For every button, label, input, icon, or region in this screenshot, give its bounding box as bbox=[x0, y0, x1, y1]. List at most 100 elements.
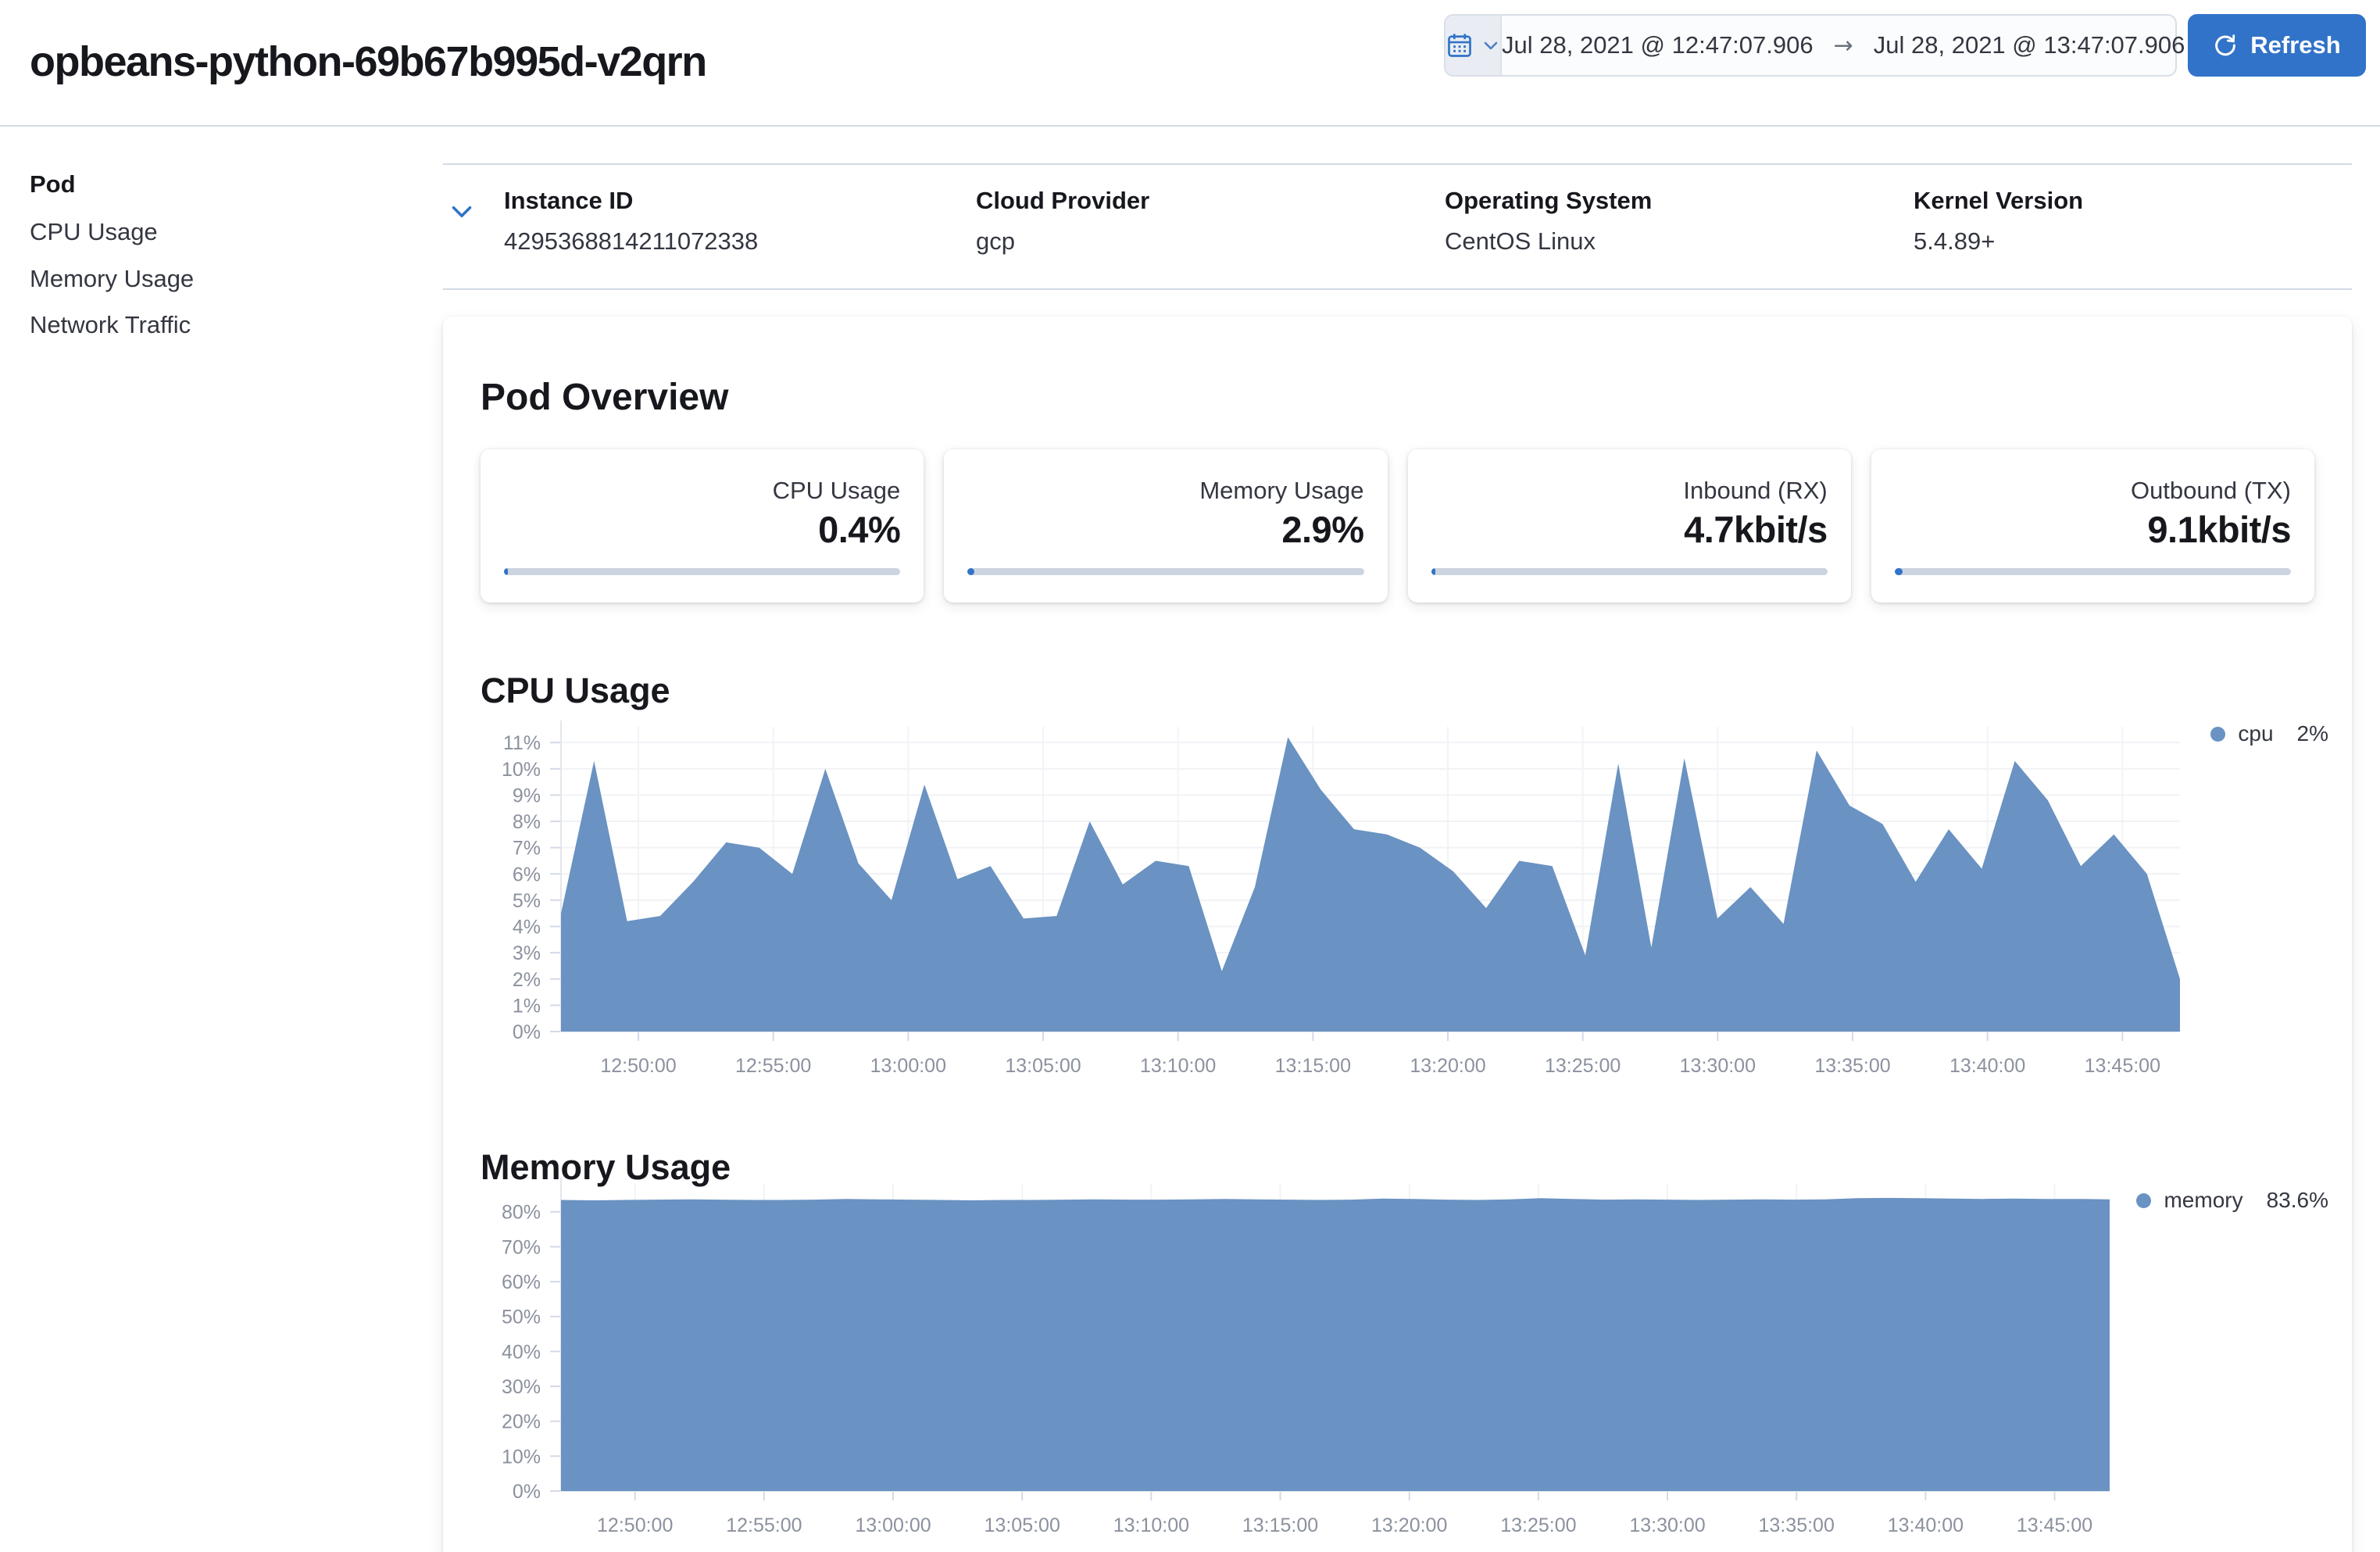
svg-text:12:55:00: 12:55:00 bbox=[735, 1055, 811, 1077]
svg-text:13:25:00: 13:25:00 bbox=[1500, 1514, 1576, 1536]
metadata-label: Operating System bbox=[1445, 187, 1653, 214]
legend-series-name: cpu bbox=[2238, 721, 2274, 746]
start-date[interactable]: Jul 28, 2021 @ 12:47:07.906 bbox=[1502, 31, 1814, 59]
refresh-button[interactable]: Refresh bbox=[2188, 14, 2366, 77]
svg-text:13:20:00: 13:20:00 bbox=[1410, 1055, 1485, 1077]
svg-text:3%: 3% bbox=[513, 942, 541, 964]
svg-text:12:55:00: 12:55:00 bbox=[726, 1514, 802, 1536]
metric-progress-fill bbox=[967, 568, 975, 575]
date-picker-quick-menu[interactable] bbox=[1446, 16, 1502, 75]
metric-card-value: 4.7kbit/s bbox=[1684, 509, 1828, 550]
svg-text:40%: 40% bbox=[502, 1341, 541, 1363]
chevron-down-icon bbox=[1484, 41, 1498, 50]
svg-text:13:40:00: 13:40:00 bbox=[1949, 1055, 2025, 1077]
svg-text:13:25:00: 13:25:00 bbox=[1545, 1055, 1621, 1077]
arrow-right-icon: → bbox=[1833, 31, 1853, 59]
metric-progress-track bbox=[1431, 568, 1828, 575]
legend-dot-icon bbox=[2210, 726, 2226, 742]
calendar-icon bbox=[1448, 34, 1471, 57]
svg-text:0%: 0% bbox=[513, 1021, 541, 1043]
metadata-label: Kernel Version bbox=[1914, 187, 2084, 214]
metric-card-value: 2.9% bbox=[1281, 509, 1364, 550]
svg-text:8%: 8% bbox=[513, 811, 541, 833]
refresh-icon bbox=[2215, 34, 2236, 56]
svg-text:13:45:00: 13:45:00 bbox=[2017, 1514, 2092, 1536]
svg-text:13:30:00: 13:30:00 bbox=[1629, 1514, 1705, 1536]
cpu-usage-chart: 0% 1% 2% 3% 4% 5% 6% 7% 8% 9% 10% 11% 12:50:00 12:55:… bbox=[502, 721, 2180, 1077]
svg-text:12:50:00: 12:50:00 bbox=[600, 1055, 676, 1077]
sidebar-nav: Pod CPU Usage Memory Usage Network Traff… bbox=[30, 170, 397, 359]
metadata-value: 4295368814211072338 bbox=[504, 227, 759, 255]
memory-chart-legend[interactable]: memory 83.6% bbox=[2136, 1188, 2328, 1213]
date-range-display[interactable]: Jul 28, 2021 @ 12:47:07.906 → Jul 28, 20… bbox=[1502, 16, 2185, 75]
svg-text:13:15:00: 13:15:00 bbox=[1242, 1514, 1318, 1536]
end-date[interactable]: Jul 28, 2021 @ 13:47:07.906 bbox=[1873, 31, 2185, 59]
metric-progress-fill bbox=[1894, 568, 1903, 575]
svg-text:13:10:00: 13:10:00 bbox=[1113, 1514, 1189, 1536]
metric-card-label: Outbound (TX) bbox=[2130, 477, 2291, 504]
metric-card-value: 9.1kbit/s bbox=[2147, 509, 2291, 550]
legend-series-value: 83.6% bbox=[2266, 1188, 2328, 1212]
legend-series-name: memory bbox=[2164, 1188, 2243, 1212]
metric-card-memory-usage: Memory Usage 2.9% bbox=[944, 449, 1388, 603]
svg-text:13:05:00: 13:05:00 bbox=[1005, 1055, 1081, 1077]
svg-text:12:50:00: 12:50:00 bbox=[597, 1514, 673, 1536]
metadata-value: gcp bbox=[976, 227, 1015, 255]
svg-text:7%: 7% bbox=[513, 838, 541, 860]
metric-progress-track bbox=[967, 568, 1364, 575]
svg-text:4%: 4% bbox=[513, 917, 541, 939]
metric-card-label: CPU Usage bbox=[772, 477, 901, 504]
svg-text:13:45:00: 13:45:00 bbox=[2085, 1055, 2160, 1077]
svg-text:0%: 0% bbox=[513, 1481, 541, 1503]
svg-text:10%: 10% bbox=[502, 759, 541, 781]
svg-text:60%: 60% bbox=[502, 1271, 541, 1293]
svg-text:13:00:00: 13:00:00 bbox=[870, 1055, 946, 1077]
svg-text:50%: 50% bbox=[502, 1307, 541, 1328]
pod-overview-panel: Pod Overview CPU Usage 0.4% Memory Usage… bbox=[443, 316, 2352, 1552]
metric-card-label: Inbound (RX) bbox=[1683, 477, 1828, 504]
cpu-chart-legend[interactable]: cpu 2% bbox=[2210, 721, 2328, 746]
svg-text:30%: 30% bbox=[502, 1376, 541, 1398]
metadata-value: 5.4.89+ bbox=[1914, 227, 1996, 255]
header-divider bbox=[0, 125, 2380, 127]
svg-text:10%: 10% bbox=[502, 1446, 541, 1468]
sidebar-item-cpu-usage[interactable]: CPU Usage bbox=[30, 218, 158, 245]
svg-text:20%: 20% bbox=[502, 1411, 541, 1433]
svg-text:1%: 1% bbox=[513, 995, 541, 1017]
metric-card-inbound-rx: Inbound (RX) 4.7kbit/s bbox=[1407, 449, 1851, 603]
cpu-usage-section-title: CPU Usage bbox=[481, 671, 670, 710]
svg-text:13:15:00: 13:15:00 bbox=[1275, 1055, 1351, 1077]
metadata-value: CentOS Linux bbox=[1445, 227, 1596, 255]
memory-usage-section-title: Memory Usage bbox=[481, 1147, 731, 1187]
memory-usage-chart: 0% 10% 20% 30% 40% 50% 60% 70% 80% 12:50:00 12:55:… bbox=[502, 1178, 2110, 1536]
svg-text:2%: 2% bbox=[513, 969, 541, 991]
legend-series-value: 2% bbox=[2296, 721, 2328, 746]
panel-title: Pod Overview bbox=[481, 376, 729, 418]
metric-progress-fill bbox=[504, 568, 508, 575]
metadata-label: Cloud Provider bbox=[976, 187, 1150, 214]
svg-text:13:35:00: 13:35:00 bbox=[1814, 1055, 1890, 1077]
chevron-down-icon[interactable] bbox=[448, 198, 476, 226]
metric-progress-track bbox=[504, 568, 901, 575]
sidebar-heading-pod: Pod bbox=[30, 170, 76, 198]
metric-cards-row: CPU Usage 0.4% Memory Usage 2.9% Inbound… bbox=[481, 449, 2314, 603]
svg-text:13:35:00: 13:35:00 bbox=[1759, 1514, 1835, 1536]
metadata-summary: Instance ID 4295368814211072338 Cloud Pr… bbox=[443, 163, 2352, 290]
metric-card-label: Memory Usage bbox=[1199, 477, 1364, 504]
sidebar-item-memory-usage[interactable]: Memory Usage bbox=[30, 264, 195, 292]
refresh-label: Refresh bbox=[2250, 31, 2341, 59]
svg-text:70%: 70% bbox=[502, 1236, 541, 1258]
svg-text:9%: 9% bbox=[513, 785, 541, 806]
svg-text:13:00:00: 13:00:00 bbox=[855, 1514, 931, 1536]
metric-card-cpu-usage: CPU Usage 0.4% bbox=[481, 449, 924, 603]
metric-card-value: 0.4% bbox=[818, 509, 901, 550]
page-title: opbeans-python-69b67b995d-v2qrn bbox=[30, 38, 707, 86]
metric-card-outbound-tx: Outbound (TX) 9.1kbit/s bbox=[1871, 449, 2314, 603]
metric-progress-fill bbox=[1431, 568, 1436, 575]
sidebar-item-network-traffic[interactable]: Network Traffic bbox=[30, 311, 191, 339]
svg-text:6%: 6% bbox=[513, 864, 541, 885]
svg-text:11%: 11% bbox=[503, 732, 541, 754]
svg-text:13:40:00: 13:40:00 bbox=[1888, 1514, 1964, 1536]
date-range-picker[interactable]: Jul 28, 2021 @ 12:47:07.906 → Jul 28, 20… bbox=[1444, 14, 2185, 77]
